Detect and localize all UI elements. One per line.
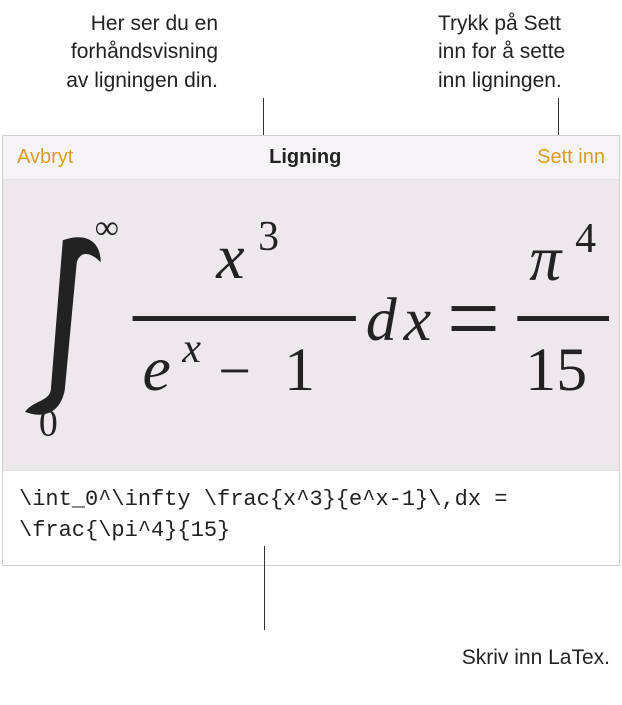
callout-insert-text: Trykk på Sett inn for å sette inn lignin… — [438, 10, 598, 95]
dialog-title: Ligning — [269, 146, 341, 169]
svg-text:0: 0 — [39, 403, 58, 445]
svg-text:x: x — [403, 286, 431, 354]
svg-text:−: − — [218, 338, 251, 403]
insert-button[interactable]: Sett inn — [537, 146, 605, 169]
svg-text:x: x — [215, 221, 244, 292]
callout-latex-text: Skriv inn LaTex. — [370, 644, 610, 672]
equation-panel: Avbryt Ligning Sett inn ∞ 0 x 3 e x − 1 … — [2, 135, 620, 566]
callout-insert-line — [558, 98, 559, 135]
integral-sign-icon — [25, 237, 101, 414]
svg-text:π: π — [529, 223, 563, 294]
svg-text:x: x — [181, 326, 201, 372]
svg-text:3: 3 — [258, 214, 279, 260]
svg-text:15: 15 — [525, 336, 587, 404]
svg-text:4: 4 — [575, 216, 596, 262]
equation-preview: ∞ 0 x 3 e x − 1 d x π 4 15 — [3, 180, 619, 470]
svg-text:e: e — [143, 333, 171, 404]
latex-input[interactable]: \int_0^\infty \frac{x^3}{e^x-1}\,dx = \f… — [3, 470, 619, 565]
cancel-button[interactable]: Avbryt — [17, 146, 73, 169]
callout-preview-text: Her ser du en forhåndsvisning av ligning… — [28, 10, 218, 95]
svg-text:d: d — [366, 286, 398, 354]
callout-latex-line — [264, 546, 265, 630]
panel-header: Avbryt Ligning Sett inn — [3, 136, 619, 180]
svg-text:∞: ∞ — [95, 209, 119, 246]
svg-text:1: 1 — [284, 336, 315, 404]
equation-render: ∞ 0 x 3 e x − 1 d x π 4 15 — [3, 180, 619, 470]
